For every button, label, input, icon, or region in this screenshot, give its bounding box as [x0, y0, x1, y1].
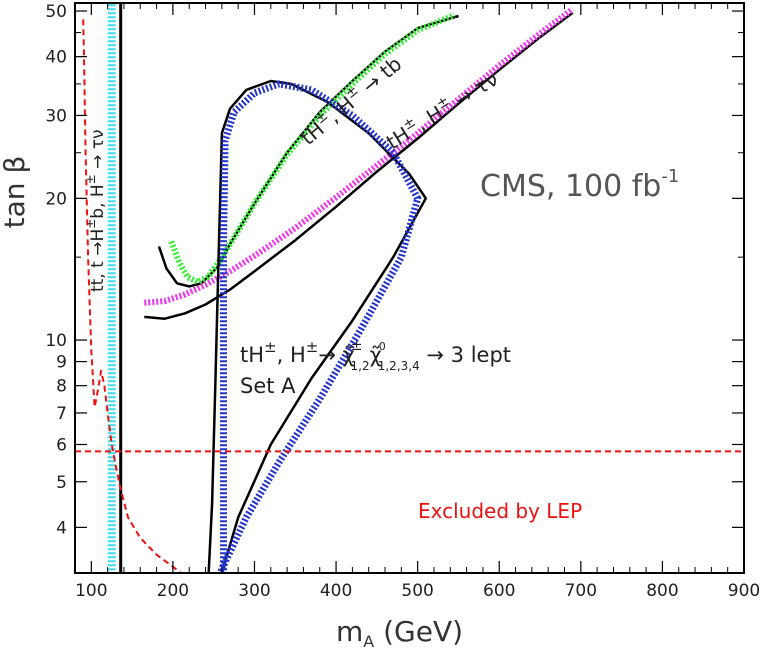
annotation-tt-pm1: ± [84, 219, 98, 229]
annotation-tt-part2: b, H [88, 184, 108, 218]
x-tick-label: 300 [238, 581, 270, 601]
x-tick-label: 200 [157, 581, 189, 601]
x-tick-label: 400 [320, 581, 352, 601]
annotation-chi-chi2-sub: 1,2,3,4 [378, 359, 420, 373]
y-tick-label: 50 [45, 2, 67, 22]
annotation-tt-part1: tt, t →H [88, 229, 108, 292]
y-tick-label: 9 [56, 353, 67, 373]
series-tb_black [157, 14, 459, 288]
y-tick-label: 4 [56, 518, 67, 538]
y-tick-label: 8 [56, 377, 67, 397]
annotation-chi-pm1: ± [264, 338, 277, 356]
chart-title-main: CMS, 100 fb [480, 169, 661, 204]
series-lep_curve [82, 19, 183, 573]
y-tick-label: 40 [45, 48, 67, 68]
y-tick-label: 5 [56, 473, 67, 493]
annotation-chi-chi1: χ̃ [343, 343, 355, 367]
x-axis-title-main: m [336, 615, 363, 648]
x-axis-title: mA (GeV) [336, 615, 463, 651]
annotation-tt-part3: → τν [88, 129, 108, 174]
annotation-chi-part1: tH [240, 343, 264, 367]
series-taunu_black [144, 11, 574, 320]
annotation-chi-chi2: χ̃ [370, 343, 382, 367]
x-tick-label: 700 [565, 581, 597, 601]
y-tick-label: 10 [45, 331, 67, 351]
annotation-tt: tt, t →H±b, H± → τν [84, 129, 108, 292]
y-tick-label: 7 [56, 404, 67, 424]
annotation-chi-chi1-sub: 1,2 [351, 359, 370, 373]
y-tick-label: 6 [56, 435, 67, 455]
annotation-chi-part2: , H [277, 343, 306, 367]
annotation-set-a: Set A [240, 374, 296, 398]
annotation-chi-part4: → 3 lept [420, 343, 511, 367]
annotation-chi-part3: → [318, 343, 342, 367]
chart-title-sup: -1 [661, 166, 679, 187]
x-axis-title-sub: A [363, 632, 374, 651]
series-layer [75, 3, 744, 573]
x-tick-label: 600 [483, 581, 515, 601]
x-tick-label: 900 [728, 581, 760, 601]
annotation-chi: tH±, H±→ χ̃± 1,2χ̃0 1,2,3,4 → 3 lept [240, 338, 511, 373]
annotation-chi-pm2: ± [306, 338, 319, 356]
series-taunu_magenta [144, 6, 575, 306]
series-chi_blue [216, 80, 422, 573]
annotation-taunu: tH±, H± → τν [381, 65, 502, 154]
annotation-tt-pm2: ± [84, 174, 98, 184]
y-axis-title: tan β [0, 156, 31, 229]
series-tb_green [168, 12, 456, 285]
axes-layer: 100 200 300 400 500 600 700 800 9004567891020304… [45, 2, 760, 601]
x-tick-label: 500 [401, 581, 433, 601]
annotation-chi-chi2-sup: 0 [379, 340, 386, 353]
y-tick-label: 30 [45, 106, 67, 126]
annotation-taunu-part3: → τν [445, 67, 502, 115]
x-tick-label: 800 [646, 581, 678, 601]
chart-title: CMS, 100 fb-1 [480, 166, 679, 204]
series-chi_black [207, 79, 428, 573]
x-tick-label: 100 [75, 581, 107, 601]
plot-frame [74, 2, 745, 574]
y-tick-label: 20 [45, 189, 67, 209]
x-axis-title-unit: (GeV) [374, 615, 463, 648]
annotation-lep: Excluded by LEP [418, 499, 582, 523]
annotation-chi-chi1-sup: ± [351, 338, 363, 354]
